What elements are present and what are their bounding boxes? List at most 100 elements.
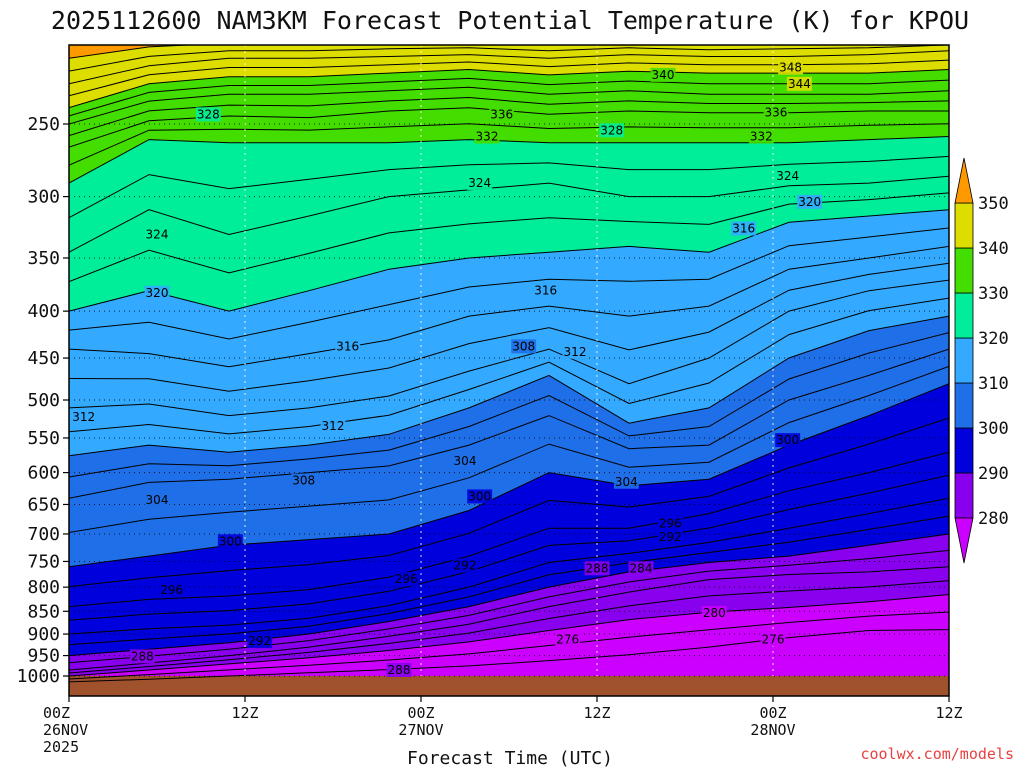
contour-label-bg (775, 433, 801, 448)
y-axis: 2503003504004505005506006507007508008509… (17, 114, 69, 687)
contour-label: 300 (468, 489, 491, 503)
contour-label-bg (599, 123, 625, 138)
y-tick-label: 600 (27, 463, 60, 484)
contour-label-bg (467, 489, 493, 504)
contour-label-bg (701, 606, 727, 621)
contour-label: 328 (197, 107, 220, 121)
contour-label-bg (562, 344, 588, 359)
contour-label-bg (489, 107, 515, 122)
contour-label-bg (657, 529, 683, 544)
chart-title: 2025112600 NAM3KM Forecast Potential Tem… (51, 6, 969, 35)
isentrope-302 (69, 365, 949, 533)
contour-label-bg (786, 76, 812, 91)
contour-label-bg (71, 410, 97, 425)
isentrope-276 (69, 629, 949, 683)
colorbar-label: 350 (978, 194, 1009, 214)
isentrope-328 (69, 136, 949, 184)
contour-label-bg (291, 473, 317, 488)
isentrope-320 (69, 209, 949, 312)
x-tick-label: 26NOV (43, 721, 88, 739)
isentrope-334 (69, 96, 949, 137)
contour-label-bg (467, 176, 493, 191)
isentrope-306 (69, 332, 949, 478)
contour-label-bg (650, 67, 676, 82)
contour-label-bg (555, 632, 581, 647)
x-tick-label: 00Z (407, 704, 434, 722)
contour-label-bg (393, 572, 419, 587)
isentrope-344 (69, 50, 949, 85)
colorbar-segment (954, 427, 974, 474)
contour-label: 344 (788, 77, 811, 91)
colorbar-extend-bottom (954, 517, 974, 564)
contour-label-bg (452, 558, 478, 573)
contour-label: 336 (490, 107, 513, 121)
isentrope-346 (69, 45, 949, 72)
contour-label: 292 (248, 634, 271, 648)
colorbar-label: 320 (978, 329, 1009, 349)
contour-label: 336 (764, 106, 787, 120)
contour-label-bg (657, 516, 683, 531)
contour-label: 348 (779, 61, 802, 75)
contour-label: 332 (476, 130, 499, 144)
contour-label: 288 (586, 561, 609, 575)
contour-label: 332 (750, 130, 773, 144)
contour-label-bg (474, 129, 500, 144)
x-tick-label: 00Z (43, 704, 70, 722)
contour-label-bg (217, 534, 243, 549)
contour-label-bg (144, 227, 170, 242)
contour-label-bg (584, 561, 610, 576)
contour-label-bg (797, 194, 823, 209)
isentrope-284 (69, 566, 949, 671)
colorbar-segment (954, 472, 974, 519)
contour-label-bg (129, 649, 155, 664)
isentrope-324 (69, 175, 949, 253)
isentrope-294 (69, 474, 949, 621)
contour-label: 276 (556, 632, 579, 646)
y-tick-label: 450 (27, 348, 60, 369)
isentrope-288 (69, 533, 949, 657)
colorbar-label: 340 (978, 239, 1009, 259)
contour-label: 292 (659, 530, 682, 544)
y-tick-label: 300 (27, 187, 60, 208)
colorbar-label: 330 (978, 284, 1009, 304)
isentrope-296 (69, 451, 949, 608)
contour-label-bg (144, 493, 170, 508)
contour-label-bg (511, 339, 537, 354)
colorbar-label: 310 (978, 374, 1009, 394)
colorbar-segment (954, 247, 974, 294)
y-tick-label: 700 (27, 524, 60, 545)
y-tick-label: 750 (27, 551, 60, 572)
contour-label: 304 (615, 475, 638, 489)
contour-label: 300 (776, 433, 799, 447)
x-tick-label: 28NOV (750, 721, 795, 739)
y-tick-label: 350 (27, 248, 60, 269)
contour-label: 284 (630, 561, 653, 575)
colorbar: 280 290 300 310 320 330 340 350 (954, 157, 1009, 564)
contour-label-bg (320, 419, 346, 434)
isentrope-286 (69, 549, 949, 664)
isentrope-298 (69, 417, 949, 588)
contour-label-bg (386, 662, 412, 677)
isentrope-318 (69, 227, 949, 340)
contour-label: 320 (146, 286, 169, 300)
x-axis-label: Forecast Time (UTC) (407, 748, 613, 768)
isentrope-330 (69, 123, 949, 166)
y-tick-label: 650 (27, 494, 60, 515)
contour-label-bg (778, 60, 804, 75)
contour-label-bg (144, 285, 170, 300)
contour-label: 276 (762, 632, 785, 646)
isentrope-314 (69, 262, 949, 392)
contour-label-bg (613, 474, 639, 489)
y-tick-label: 550 (27, 428, 60, 449)
isentrope-290 (69, 515, 949, 646)
contour-label: 312 (564, 345, 587, 359)
contour-label: 312 (72, 410, 95, 424)
colorbar-segment (954, 202, 974, 249)
contour-label-bg (533, 283, 559, 298)
credit-text: coolwx.com/models (860, 745, 1014, 763)
y-tick-label: 500 (27, 390, 60, 411)
y-tick-label: 850 (27, 601, 60, 622)
contour-label: 288 (388, 663, 411, 677)
